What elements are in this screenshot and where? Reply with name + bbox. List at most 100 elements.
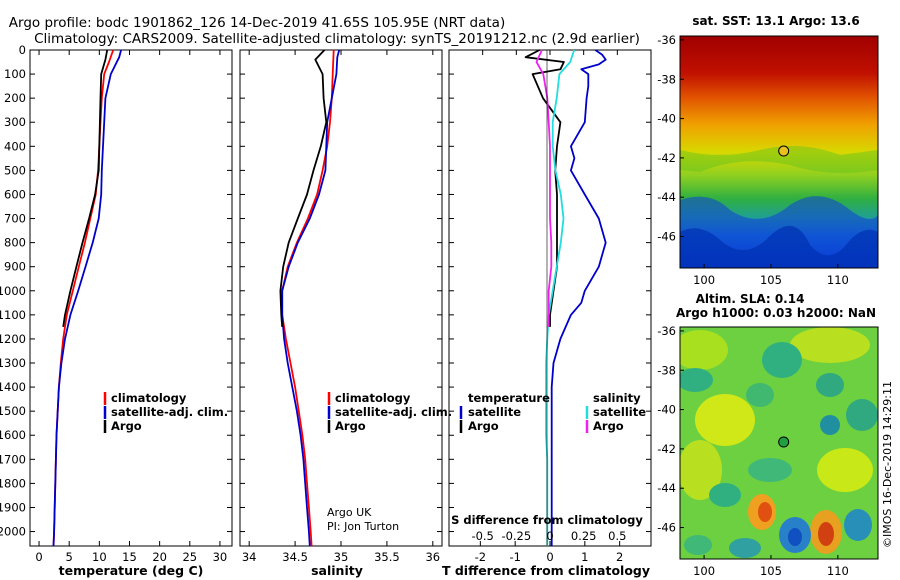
s-tick-label: 0.5 <box>608 529 626 543</box>
watermark: ©IMOS 16-Dec-2019 14:29:11 <box>881 381 894 548</box>
salinity-xlabel: salinity <box>311 563 363 578</box>
depth-tick-label: 900 <box>4 260 26 274</box>
sst-map-frame <box>679 35 879 269</box>
difference-axis: -2 -1 0 1 2 <box>449 49 651 564</box>
lat-tick-label: -42 <box>657 151 676 165</box>
legend-title-salinity: salinity <box>593 391 641 405</box>
depth-tick-label: 1300 <box>0 356 26 370</box>
depth-tick-label: 1200 <box>0 332 26 346</box>
depth-tick-label: 1100 <box>0 308 26 322</box>
x-tick-label: 0 <box>35 550 42 564</box>
title-line-1: Argo profile: bodc 1901862_126 14-Dec-20… <box>9 15 505 31</box>
series-line-salinity-argo <box>535 49 553 327</box>
depth-tick-label: 800 <box>4 236 26 250</box>
argo-location-marker-sla <box>778 436 790 448</box>
series-line-argo <box>279 49 328 327</box>
s-difference-ticks: -0.5 -0.25 0 0.25 0.5 <box>471 50 626 543</box>
s-tick-label: 0.25 <box>571 529 597 543</box>
sst-map-title: sat. SST: 13.1 Argo: 13.6 <box>692 14 859 28</box>
lon-tick-label: 105 <box>760 273 782 287</box>
legend-label: Argo <box>593 419 624 433</box>
depth-tick-label: 1900 <box>0 500 26 514</box>
depth-tick-label: 300 <box>4 115 26 129</box>
salinity-legend: climatology satellite-adj. clim. Argo <box>327 391 452 433</box>
legend-label: climatology <box>111 391 187 405</box>
lat-tick-label: -38 <box>657 363 676 377</box>
argo-location-marker-sst <box>778 145 790 157</box>
sla-map-title-2: Argo h1000: 0.03 h2000: NaN <box>676 306 876 320</box>
depth-tick-label: 500 <box>4 163 26 177</box>
lat-tick-label: -40 <box>657 112 676 126</box>
legend-label: satellite <box>593 405 646 419</box>
x-tick-label: 15 <box>122 550 137 564</box>
legend-label: satellite <box>468 405 521 419</box>
legend-label: satellite-adj. clim. <box>335 405 452 419</box>
lon-tick-label: 110 <box>827 564 849 578</box>
salinity-panel-frame <box>239 49 443 547</box>
depth-tick-label: 600 <box>4 187 26 201</box>
credit-line-2: PI: Jon Turton <box>327 520 399 533</box>
x-tick-label: 35 <box>334 550 349 564</box>
sla-map-frame <box>679 326 879 560</box>
salinity-axis: 34 34.5 35 35.5 36 <box>240 49 442 564</box>
lat-tick-label: -38 <box>657 72 676 86</box>
lat-tick-label: -36 <box>657 33 676 47</box>
depth-tick-label: 200 <box>4 91 26 105</box>
depth-tick-label: 1800 <box>0 476 26 490</box>
legend-label: Argo <box>335 419 366 433</box>
series-line-satellite-adj-clim- <box>281 49 341 547</box>
salinity-lines <box>279 49 341 547</box>
sla-map <box>680 327 878 559</box>
x-tick-label: 35.5 <box>374 550 400 564</box>
legend-label: climatology <box>335 391 411 405</box>
difference-legend: temperature satellite Argo salinity sate… <box>459 391 646 433</box>
s-tick-label: -0.5 <box>471 529 493 543</box>
temperature-axis: 0 5 10 15 20 25 30 <box>30 49 232 564</box>
x-tick-label: -2 <box>475 550 486 564</box>
temperature-lines <box>52 49 122 547</box>
x-tick-label: 36 <box>425 550 440 564</box>
lon-tick-label: 105 <box>760 564 782 578</box>
difference-lines <box>524 49 607 546</box>
lon-tick-label: 110 <box>827 273 849 287</box>
x-tick-label: 30 <box>213 550 228 564</box>
depth-tick-label: 2000 <box>0 525 26 539</box>
depth-tick-label: 400 <box>4 139 26 153</box>
series-line-temperature-satellite <box>550 49 607 546</box>
depth-axis-labels: 0 100 200 300 400 500 600 700 800 900 1000 1100 1200… <box>0 43 26 539</box>
x-tick-label: 25 <box>182 550 197 564</box>
depth-tick-label: 1600 <box>0 428 26 442</box>
depth-tick-label: 1000 <box>0 284 26 298</box>
depth-tick-label: 700 <box>4 212 26 226</box>
sla-map-axes: -36 -38 -40 -42 -44 -46 100 105 110 <box>657 324 849 578</box>
x-tick-label: 34.5 <box>282 550 308 564</box>
lat-tick-label: -46 <box>657 230 676 244</box>
x-tick-label: 0 <box>546 550 553 564</box>
lat-tick-label: -40 <box>657 403 676 417</box>
lat-tick-label: -44 <box>657 190 676 204</box>
x-tick-label: -1 <box>509 550 520 564</box>
x-tick-label: 2 <box>616 550 623 564</box>
depth-tick-label: 1400 <box>0 380 26 394</box>
legend-label: satellite-adj. clim. <box>111 405 228 419</box>
difference-xlabel: T difference from climatology <box>442 563 650 578</box>
x-tick-label: 20 <box>152 550 167 564</box>
lon-tick-label: 100 <box>693 273 715 287</box>
temperature-panel-frame <box>29 49 233 547</box>
sst-map-axes: -36 -38 -40 -42 -44 -46 100 105 110 <box>657 33 849 287</box>
s-tick-label: 0 <box>546 529 553 543</box>
temperature-xlabel: temperature (deg C) <box>59 563 204 578</box>
lat-tick-label: -36 <box>657 324 676 338</box>
sla-map-title-1: Altim. SLA: 0.14 <box>696 292 805 306</box>
series-line-satellite-adj-clim- <box>52 49 122 547</box>
depth-tick-label: 1500 <box>0 404 26 418</box>
lat-tick-label: -42 <box>657 442 676 456</box>
title-line-2: Climatology: CARS2009. Satellite-adjuste… <box>34 31 640 47</box>
x-tick-label: 1 <box>581 550 588 564</box>
depth-tick-label: 0 <box>19 43 26 57</box>
s-tick-label: -0.25 <box>501 529 531 543</box>
legend-label: Argo <box>111 419 142 433</box>
credit-line-1: Argo UK <box>327 506 372 519</box>
s-difference-label: S difference from climatology <box>451 513 643 527</box>
lon-tick-label: 100 <box>693 564 715 578</box>
